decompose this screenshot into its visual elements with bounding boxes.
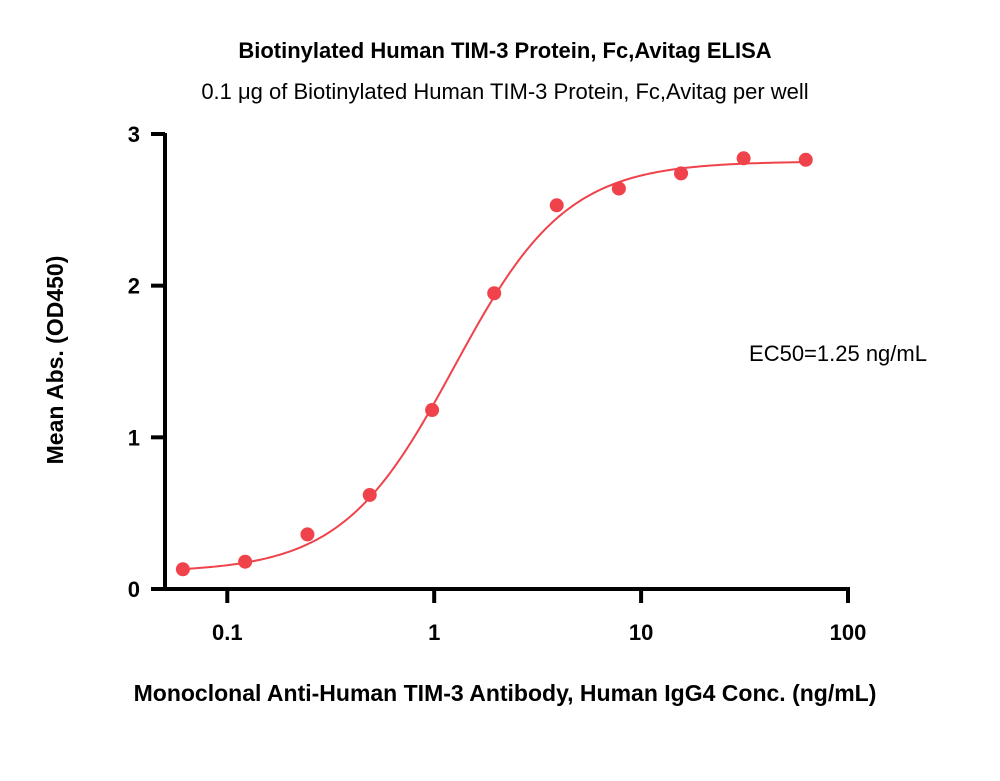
chart-title: Biotinylated Human TIM-3 Protein, Fc,Avi… [238,38,771,63]
data-point [425,403,440,418]
data-point [300,527,315,542]
data-point [238,554,253,569]
data-point [362,487,377,502]
chart-subtitle: 0.1 μg of Biotinylated Human TIM-3 Prote… [201,79,808,104]
data-point [549,198,564,213]
y-tick-label: 2 [128,274,140,299]
data-point [798,152,813,167]
x-tick-label: 1 [428,620,440,645]
ec50-annotation: EC50=1.25 ng/mL [749,341,927,366]
y-tick-label: 3 [128,122,140,147]
data-point [674,166,689,181]
x-tick-label: 0.1 [212,620,243,645]
fit-curve [182,161,806,571]
y-axis-label: Mean Abs. (OD450) [42,256,68,465]
x-tick-label: 100 [830,620,867,645]
y-tick-label: 1 [128,425,140,450]
data-point [487,286,502,301]
y-tick-label: 0 [128,577,140,602]
data-point [611,181,626,196]
x-axis-label: Monoclonal Anti-Human TIM-3 Antibody, Hu… [134,680,877,706]
data-point [175,562,190,577]
data-point [736,151,751,166]
plot-area: 0 1 2 3 0.1 1 10 100 [128,122,867,645]
x-tick-label: 10 [629,620,653,645]
